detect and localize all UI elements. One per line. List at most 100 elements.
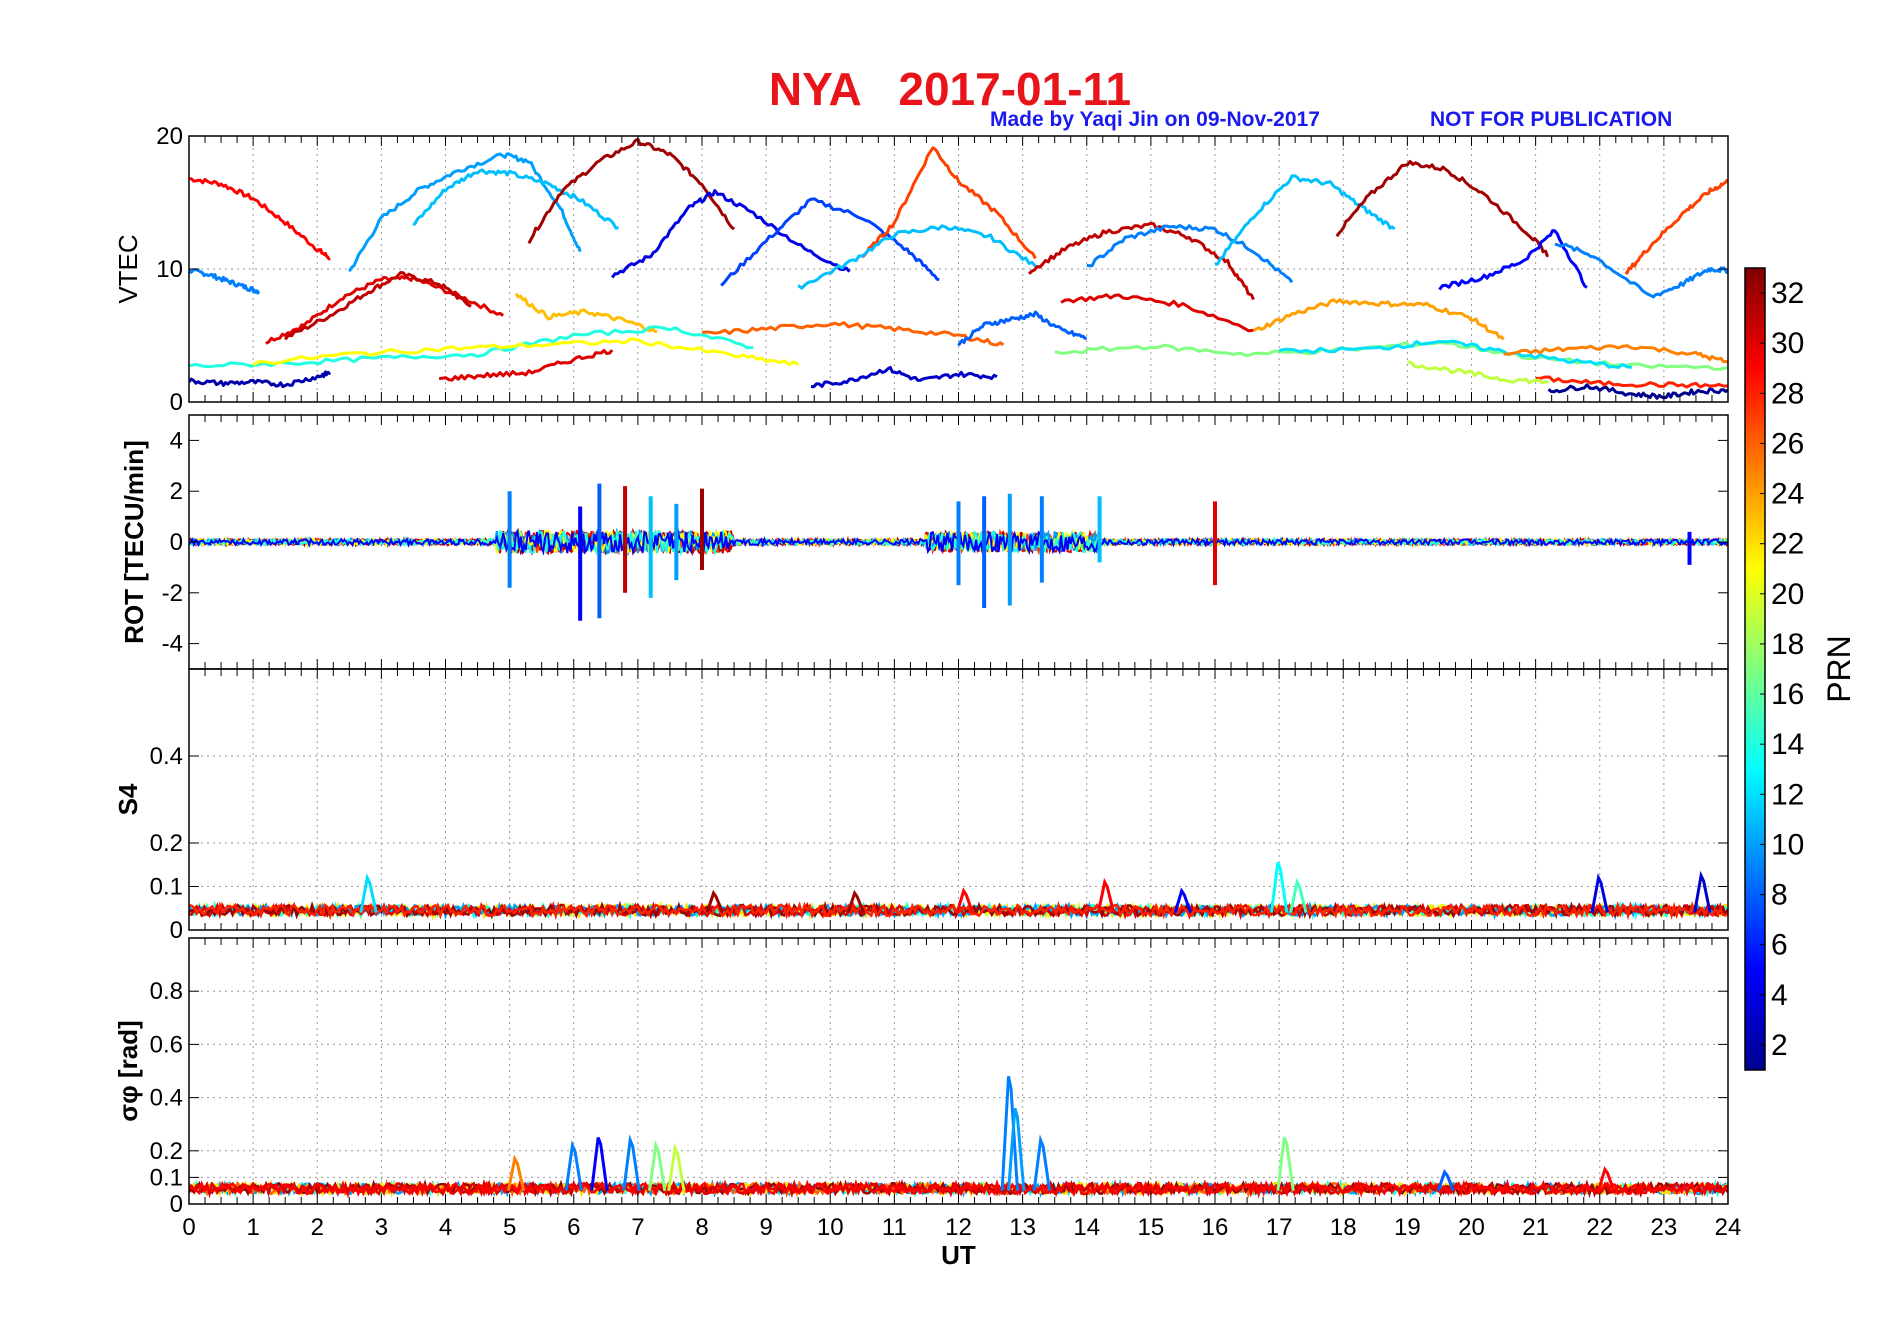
x-tick-label: 1 xyxy=(246,1214,259,1241)
s4-spike xyxy=(1693,870,1712,913)
author-credit: Made by Yaqi Jin on 09-Nov-2017 xyxy=(990,108,1320,131)
vtec-series-prn-3 xyxy=(810,366,998,389)
colorbar-tick-label: 8 xyxy=(1771,879,1788,912)
colorbar-label: PRN xyxy=(1821,635,1857,703)
colorbar-tick-label: 32 xyxy=(1771,277,1804,310)
sigma_phi-spike xyxy=(1000,1076,1019,1191)
colorbar-tick-label: 12 xyxy=(1771,778,1804,811)
x-tick-label: 24 xyxy=(1715,1214,1742,1241)
colorbar-tick-label: 16 xyxy=(1771,678,1804,711)
y-tick-label: 0.2 xyxy=(150,1138,183,1165)
sigma_phi-spike xyxy=(622,1134,641,1191)
s4-spike xyxy=(955,887,975,914)
vtec-series-prn-24 xyxy=(1252,298,1505,341)
s4-spike xyxy=(846,889,865,914)
x-tick-label: 0 xyxy=(182,1214,195,1241)
y-tick-label: 0.1 xyxy=(150,874,183,901)
colorbar-tick-label: 18 xyxy=(1771,628,1804,661)
vtec-series-prn-25 xyxy=(1503,344,1728,364)
colorbar-tick-label: 20 xyxy=(1771,578,1804,611)
sigma_phi-spike xyxy=(506,1154,526,1192)
y-tick-label: 4 xyxy=(170,427,183,454)
x-tick-label: 2 xyxy=(311,1214,324,1241)
x-tick-label: 21 xyxy=(1522,1214,1549,1241)
colorbar-tick-label: 24 xyxy=(1771,478,1804,511)
x-axis-label: UT xyxy=(941,1240,976,1270)
panel-rot: -4 -2 0 2 4 ROT [TECU/min] xyxy=(119,414,1729,670)
plot-area-rot xyxy=(189,483,1728,621)
vtec-series-prn-8 xyxy=(957,310,1087,347)
vtec-series-prn-7 xyxy=(720,197,940,287)
vtec-series-prn-30 xyxy=(438,349,614,382)
s4-spike xyxy=(1289,877,1308,913)
x-tick-label: 3 xyxy=(375,1214,388,1241)
x-tick-label: 13 xyxy=(1009,1214,1036,1241)
y-tick-label: 0 xyxy=(170,389,183,416)
colorbar-tick-label: 30 xyxy=(1771,327,1804,360)
s4-series-prn-10 xyxy=(189,901,1728,921)
panel-sigma_phi: 00.10.20.40.60.8σφ [rad]0 1 2 3 4 5 6 7 8 9 10 11 12… xyxy=(113,937,1742,1270)
vtec-series-prn-9 xyxy=(1086,224,1294,284)
y-axis-label-rot: ROT [TECU/min] xyxy=(119,440,149,644)
x-tick-label: 8 xyxy=(695,1214,708,1241)
sigma_phi-spike xyxy=(1436,1169,1455,1192)
sigma_phi-series-prn-29 xyxy=(189,1178,1728,1199)
x-tick-label: 12 xyxy=(945,1214,972,1241)
plot-area-vtec xyxy=(189,137,1728,400)
y-tick-label: 20 xyxy=(156,123,183,150)
x-tick-label: 11 xyxy=(882,1214,907,1241)
chart-title: NYA 2017-01-11 xyxy=(768,63,1132,115)
s4-spike xyxy=(359,873,378,913)
x-tick-label: 16 xyxy=(1202,1214,1229,1241)
plot-area-sigma_phi xyxy=(189,1076,1728,1199)
sigma_phi-spike xyxy=(1007,1107,1026,1191)
s4-spike xyxy=(1173,887,1193,914)
x-tick-label: 10 xyxy=(817,1214,844,1241)
vtec-series-prn-30 xyxy=(1060,293,1254,333)
vtec-series-prn-31 xyxy=(284,271,472,341)
x-tick-label: 18 xyxy=(1330,1214,1357,1241)
s4-spike xyxy=(1590,873,1609,913)
colorbar-tick-label: 14 xyxy=(1771,728,1804,761)
y-tick-label: 2 xyxy=(170,478,183,505)
s4-spike xyxy=(705,889,724,914)
sigma_phi-spike xyxy=(1597,1166,1616,1192)
vtec-series-prn-32 xyxy=(1335,160,1549,258)
x-tick-label: 14 xyxy=(1073,1214,1100,1241)
y-tick-label: 0 xyxy=(170,1191,183,1218)
vtec-series-prn-4 xyxy=(611,189,851,279)
vtec-series-prn-30 xyxy=(265,274,505,345)
vtec-series-prn-19 xyxy=(1407,360,1549,385)
y-axis-label-vtec: VTEC xyxy=(113,234,143,303)
vtec-series-prn-27 xyxy=(1624,179,1728,275)
vtec-series-prn-29 xyxy=(189,177,331,261)
sigma_phi-spike xyxy=(647,1140,667,1191)
axes-frame-s4 xyxy=(188,668,1729,931)
y-tick-label: 10 xyxy=(156,256,183,283)
colorbar-tick-label: 4 xyxy=(1771,979,1788,1012)
colorbar-tick-label: 28 xyxy=(1771,377,1804,410)
sigma_phi-spike xyxy=(667,1142,686,1191)
vtec-series-prn-9 xyxy=(189,268,261,295)
vtec-series-prn-23 xyxy=(514,292,658,333)
y-axis-label-s4: S4 xyxy=(113,783,143,815)
y-tick-label: 0.2 xyxy=(150,830,183,857)
x-tick-label: 7 xyxy=(631,1214,644,1241)
y-tick-label: 0 xyxy=(170,917,183,944)
x-tick-label: 22 xyxy=(1586,1214,1613,1241)
vtec-series-prn-31 xyxy=(1028,221,1255,301)
y-tick-label: 0.8 xyxy=(150,978,183,1005)
vtec-series-prn-17 xyxy=(1054,341,1728,371)
sigma_phi-spike xyxy=(590,1136,609,1191)
vtec-series-prn-28 xyxy=(1535,375,1728,389)
colorbar-tick-label: 22 xyxy=(1771,528,1804,561)
vtec-series-prn-9 xyxy=(1554,242,1728,299)
y-tick-label: 0.4 xyxy=(150,743,183,770)
vtec-series-prn-21 xyxy=(252,337,799,367)
vtec-series-prn-11 xyxy=(412,168,619,230)
colorbar-tick-label: 6 xyxy=(1771,929,1788,962)
vtec-series-prn-11 xyxy=(797,224,1037,290)
x-tick-label: 5 xyxy=(503,1214,516,1241)
colorbar-tick-label: 2 xyxy=(1771,1029,1788,1062)
x-tick-label: 6 xyxy=(567,1214,580,1241)
